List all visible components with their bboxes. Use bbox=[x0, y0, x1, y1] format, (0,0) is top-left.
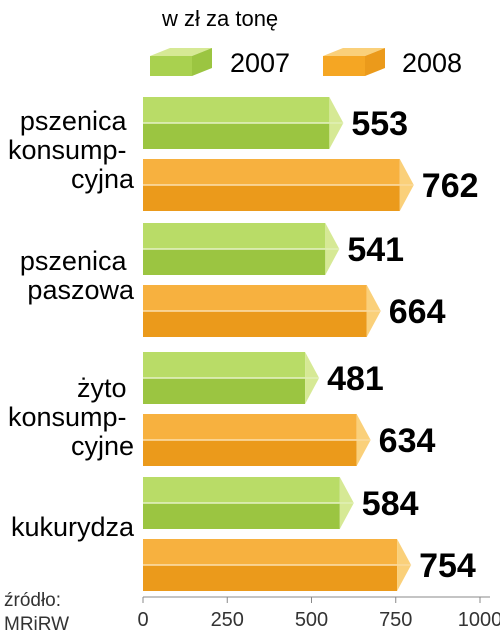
value-label-2008: 762 bbox=[422, 167, 479, 205]
legend-swatch-2007 bbox=[150, 48, 212, 76]
bar-2007 bbox=[143, 223, 340, 275]
category-labels: pszenica konsump- cyjna pszenica paszowa… bbox=[8, 106, 135, 542]
bar-bottom-face bbox=[143, 249, 326, 275]
swatch-top bbox=[323, 48, 385, 56]
bar-bottom-face bbox=[143, 185, 400, 211]
source-label-line: źródło: bbox=[4, 590, 61, 611]
category-label-pszenica-konsumpcyjna: pszenica konsump- cyjna bbox=[8, 106, 135, 194]
x-tick-label: 1000 bbox=[458, 609, 500, 631]
x-tick-label: 0 bbox=[137, 609, 148, 631]
bar-2008 bbox=[143, 414, 371, 466]
bar-top-face bbox=[143, 223, 326, 249]
value-label-2007: 541 bbox=[347, 231, 404, 269]
bar-top-face bbox=[143, 414, 357, 440]
legend-label-2008: 2008 bbox=[402, 48, 462, 78]
category-label-line: żyto bbox=[77, 373, 127, 403]
bar-bottom-face bbox=[143, 378, 306, 404]
bar-bottom-face bbox=[143, 565, 398, 591]
value-label-2008: 664 bbox=[389, 293, 446, 331]
category-label-pszenica-paszowa: pszenica paszowa bbox=[20, 246, 135, 305]
legend: 2007 2008 bbox=[150, 48, 462, 78]
bar-2008 bbox=[143, 539, 412, 591]
category-label-line: paszowa bbox=[27, 275, 135, 305]
bar-bottom-face bbox=[143, 440, 357, 466]
bar-bottom-face bbox=[143, 311, 367, 337]
category-label-zyto-konsumpcyjne: żyto konsump- cyjne bbox=[8, 373, 134, 461]
category-label-line: konsump- bbox=[8, 135, 127, 165]
category-label-line: pszenica bbox=[20, 106, 128, 136]
x-tick-label: 250 bbox=[211, 609, 244, 631]
bar-top-face bbox=[143, 352, 306, 378]
x-tick-label: 500 bbox=[295, 609, 328, 631]
bar-top-face bbox=[143, 477, 340, 503]
bar-2007 bbox=[143, 477, 354, 529]
bar-bottom-face bbox=[143, 123, 330, 149]
bar-2007 bbox=[143, 352, 320, 404]
source-label-line: MRiRW bbox=[4, 614, 69, 635]
category-label-line: konsump- bbox=[8, 402, 127, 432]
category-label-kukurydza: kukurydza bbox=[11, 512, 135, 542]
value-label-2008: 634 bbox=[379, 422, 436, 460]
swatch-side bbox=[365, 48, 385, 76]
value-label-2007: 481 bbox=[327, 360, 384, 398]
bar-top-face bbox=[143, 159, 400, 185]
bar-bottom-face bbox=[143, 503, 340, 529]
swatch-top bbox=[150, 48, 212, 56]
bar-2007 bbox=[143, 97, 344, 149]
bar-top-face bbox=[143, 97, 330, 123]
category-label-line: cyjne bbox=[71, 431, 134, 461]
legend-label-2007: 2007 bbox=[230, 48, 290, 78]
source-label: źródło: MRiRW bbox=[4, 590, 69, 635]
swatch-front bbox=[323, 56, 365, 76]
bar-top-face bbox=[143, 285, 367, 311]
value-label-2007: 553 bbox=[351, 105, 408, 143]
category-label-line: cyjna bbox=[71, 164, 135, 194]
bar-2008 bbox=[143, 159, 414, 211]
category-label-line: pszenica bbox=[20, 246, 128, 276]
x-tick-label: 750 bbox=[379, 609, 412, 631]
category-label-line: kukurydza bbox=[11, 512, 135, 542]
legend-swatch-2008 bbox=[323, 48, 385, 76]
swatch-front bbox=[150, 56, 192, 76]
value-label-2007: 584 bbox=[362, 485, 419, 523]
x-axis-ticks: 0 250 500 750 1000 bbox=[137, 597, 500, 631]
swatch-side bbox=[192, 48, 212, 76]
bar-top-face bbox=[143, 539, 398, 565]
unit-label: w zł za tonę bbox=[161, 6, 278, 31]
bar-2008 bbox=[143, 285, 381, 337]
value-label-2008: 754 bbox=[419, 547, 476, 585]
